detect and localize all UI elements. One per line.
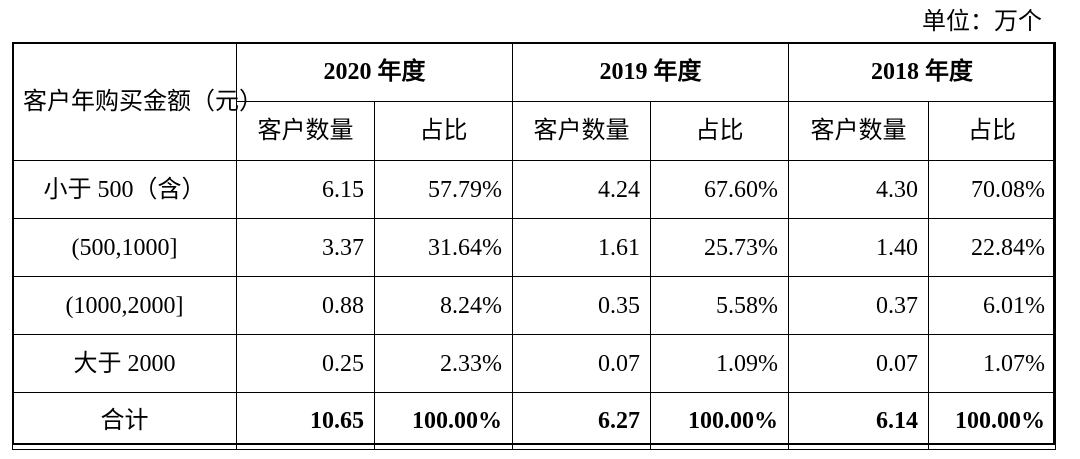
- share-2018: 70.08%: [928, 160, 1056, 219]
- count-2020: 3.37: [236, 218, 375, 277]
- total-share-2020: 100.00%: [374, 392, 513, 450]
- share-2019: 5.58%: [650, 276, 789, 335]
- count-2020: 0.88: [236, 276, 375, 335]
- table-row: (500,1000] 3.37 31.64% 1.61 25.73% 1.40 …: [12, 218, 1056, 277]
- count-2020: 6.15: [236, 160, 375, 219]
- count-header-2019: 客户数量: [512, 101, 651, 161]
- count-2020: 0.25: [236, 334, 375, 393]
- share-2019: 1.09%: [650, 334, 789, 393]
- year-header-2020: 2020 年度: [236, 42, 513, 102]
- share-2019: 67.60%: [650, 160, 789, 219]
- share-2018: 6.01%: [928, 276, 1056, 335]
- count-header-2018: 客户数量: [788, 101, 929, 161]
- share-header-2020: 占比: [374, 101, 513, 161]
- count-2018: 0.37: [788, 276, 929, 335]
- header-row-years: 客户年购买金额（元） 2020 年度 2019 年度 2018 年度: [12, 42, 1056, 161]
- share-2018: 22.84%: [928, 218, 1056, 277]
- count-2018: 0.07: [788, 334, 929, 393]
- total-count-2020: 10.65: [236, 392, 375, 450]
- share-header-2019: 占比: [650, 101, 789, 161]
- year-header-2019: 2019 年度: [512, 42, 789, 102]
- table-row: (1000,2000] 0.88 8.24% 0.35 5.58% 0.37 6…: [12, 276, 1056, 335]
- count-2018: 4.30: [788, 160, 929, 219]
- share-2018: 1.07%: [928, 334, 1056, 393]
- share-2020: 57.79%: [374, 160, 513, 219]
- count-2019: 0.35: [512, 276, 651, 335]
- count-2019: 4.24: [512, 160, 651, 219]
- total-row: 合计 10.65 100.00% 6.27 100.00% 6.14 100.0…: [12, 392, 1056, 450]
- share-2019: 25.73%: [650, 218, 789, 277]
- count-2019: 0.07: [512, 334, 651, 393]
- unit-label: 单位：万个: [922, 9, 1042, 35]
- row-label: (500,1000]: [12, 218, 237, 277]
- share-2020: 8.24%: [374, 276, 513, 335]
- total-count-2018: 6.14: [788, 392, 929, 450]
- total-label: 合计: [12, 392, 237, 450]
- row-label: 小于 500（含）: [12, 160, 237, 219]
- total-count-2019: 6.27: [512, 392, 651, 450]
- year-header-2018: 2018 年度: [788, 42, 1056, 102]
- count-2019: 1.61: [512, 218, 651, 277]
- total-share-2019: 100.00%: [650, 392, 789, 450]
- row-label: 大于 2000: [12, 334, 237, 393]
- customer-purchase-table: 客户年购买金额（元） 2020 年度 2019 年度 2018 年度 客户数量 …: [12, 42, 1056, 450]
- table-row: 小于 500（含） 6.15 57.79% 4.24 67.60% 4.30 7…: [12, 160, 1056, 219]
- row-label: (1000,2000]: [12, 276, 237, 335]
- count-header-2020: 客户数量: [236, 101, 375, 161]
- share-header-2018: 占比: [928, 101, 1056, 161]
- count-2018: 1.40: [788, 218, 929, 277]
- total-share-2018: 100.00%: [928, 392, 1056, 450]
- share-2020: 31.64%: [374, 218, 513, 277]
- table-row: 大于 2000 0.25 2.33% 0.07 1.09% 0.07 1.07%: [12, 334, 1056, 393]
- row-label-header: 客户年购买金额（元）: [12, 42, 263, 161]
- share-2020: 2.33%: [374, 334, 513, 393]
